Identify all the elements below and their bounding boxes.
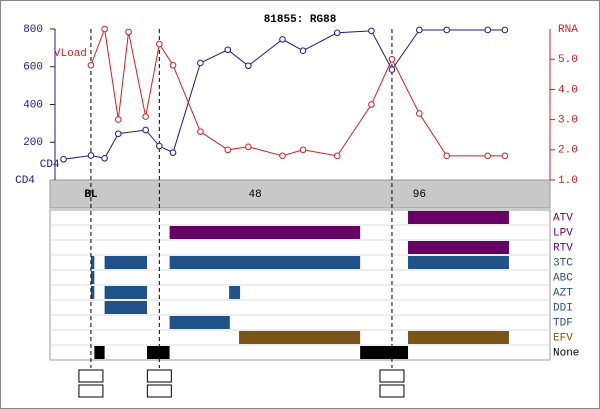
event-box: [379, 369, 405, 383]
point: [388, 55, 396, 63]
y-axis-label: CD4: [15, 175, 35, 187]
drug-label: ABC: [553, 272, 573, 284]
event-box: [78, 384, 104, 398]
point: [169, 149, 177, 156]
point: [443, 152, 450, 160]
drug-bar: [104, 286, 148, 299]
drug-bar: [408, 331, 509, 344]
drug-label: AZT: [553, 287, 573, 299]
x-tick-label: 96: [413, 189, 426, 201]
y2-tick-label: 3.0: [558, 115, 578, 127]
point: [299, 47, 307, 55]
point: [388, 66, 396, 73]
drug-bar: [104, 256, 148, 269]
point: [368, 101, 375, 108]
y-tick-label: 600: [23, 62, 43, 74]
point: [197, 59, 204, 67]
drug-label: 3TC: [553, 257, 573, 269]
y-tick-label: 400: [23, 99, 43, 111]
x-tick-label: BL: [84, 189, 98, 201]
event-box: [146, 369, 172, 383]
point: [484, 26, 492, 34]
point: [156, 142, 163, 150]
point: [333, 152, 341, 160]
point: [142, 113, 149, 120]
point: [142, 126, 149, 134]
point: [101, 25, 108, 33]
point: [114, 130, 122, 138]
drug-bar: [408, 211, 509, 224]
y2-tick-label: 5.0: [558, 54, 578, 66]
point: [101, 154, 108, 162]
y-tick-label: 800: [23, 24, 43, 36]
drug-bar: [90, 286, 95, 299]
drug-bar: [239, 331, 361, 344]
x-tick-label: 48: [249, 189, 262, 201]
y2-tick-label: 1.0: [558, 175, 578, 187]
event-box: [146, 384, 172, 398]
y2-axis-label: RNA: [558, 24, 578, 36]
y2-tick-label: 2.0: [558, 145, 578, 157]
point: [333, 29, 341, 37]
point: [197, 128, 204, 135]
point: [156, 40, 163, 48]
series-name: CD4: [40, 159, 60, 171]
y2-tick-label: 4.0: [558, 84, 578, 96]
drug-bar: [360, 346, 409, 359]
event-box: [78, 369, 104, 383]
drug-label: EFV: [553, 332, 573, 344]
drug-label: ATV: [553, 212, 573, 224]
event-box: [379, 384, 405, 398]
y-tick-label: 200: [23, 137, 43, 149]
drug-bar: [229, 286, 241, 299]
point: [368, 27, 375, 35]
point: [416, 110, 423, 117]
drug-bar: [408, 241, 509, 254]
point: [484, 152, 492, 160]
point: [87, 61, 95, 69]
x-axis-band: [49, 179, 551, 209]
drug-bar: [94, 346, 105, 359]
drug-label: RTV: [553, 242, 573, 254]
series-name: VLoad: [54, 48, 87, 60]
drug-bar: [408, 256, 509, 269]
point: [125, 28, 132, 36]
point: [224, 146, 232, 154]
point: [87, 152, 95, 159]
drug-bar: [104, 301, 148, 314]
drug-bar: [147, 346, 170, 359]
point: [299, 146, 307, 154]
drug-bar: [169, 256, 361, 269]
point: [279, 36, 286, 43]
drug-label: LPV: [553, 227, 573, 239]
point: [244, 62, 252, 70]
point: [501, 152, 509, 160]
point: [244, 143, 252, 151]
drug-label: TDF: [553, 317, 573, 329]
drug-bar: [90, 256, 95, 269]
point: [443, 26, 450, 34]
chart-title: 81855: RG88: [264, 14, 337, 26]
point: [501, 26, 509, 34]
point: [169, 61, 177, 69]
drug-bar: [169, 316, 230, 329]
point: [114, 116, 122, 123]
drug-label: DDI: [553, 302, 573, 314]
point: [60, 155, 67, 163]
drug-label: None: [553, 347, 579, 359]
point: [224, 46, 232, 54]
drug-bar: [90, 271, 95, 284]
point: [279, 152, 286, 160]
point: [416, 26, 423, 34]
drug-bar: [169, 226, 361, 239]
